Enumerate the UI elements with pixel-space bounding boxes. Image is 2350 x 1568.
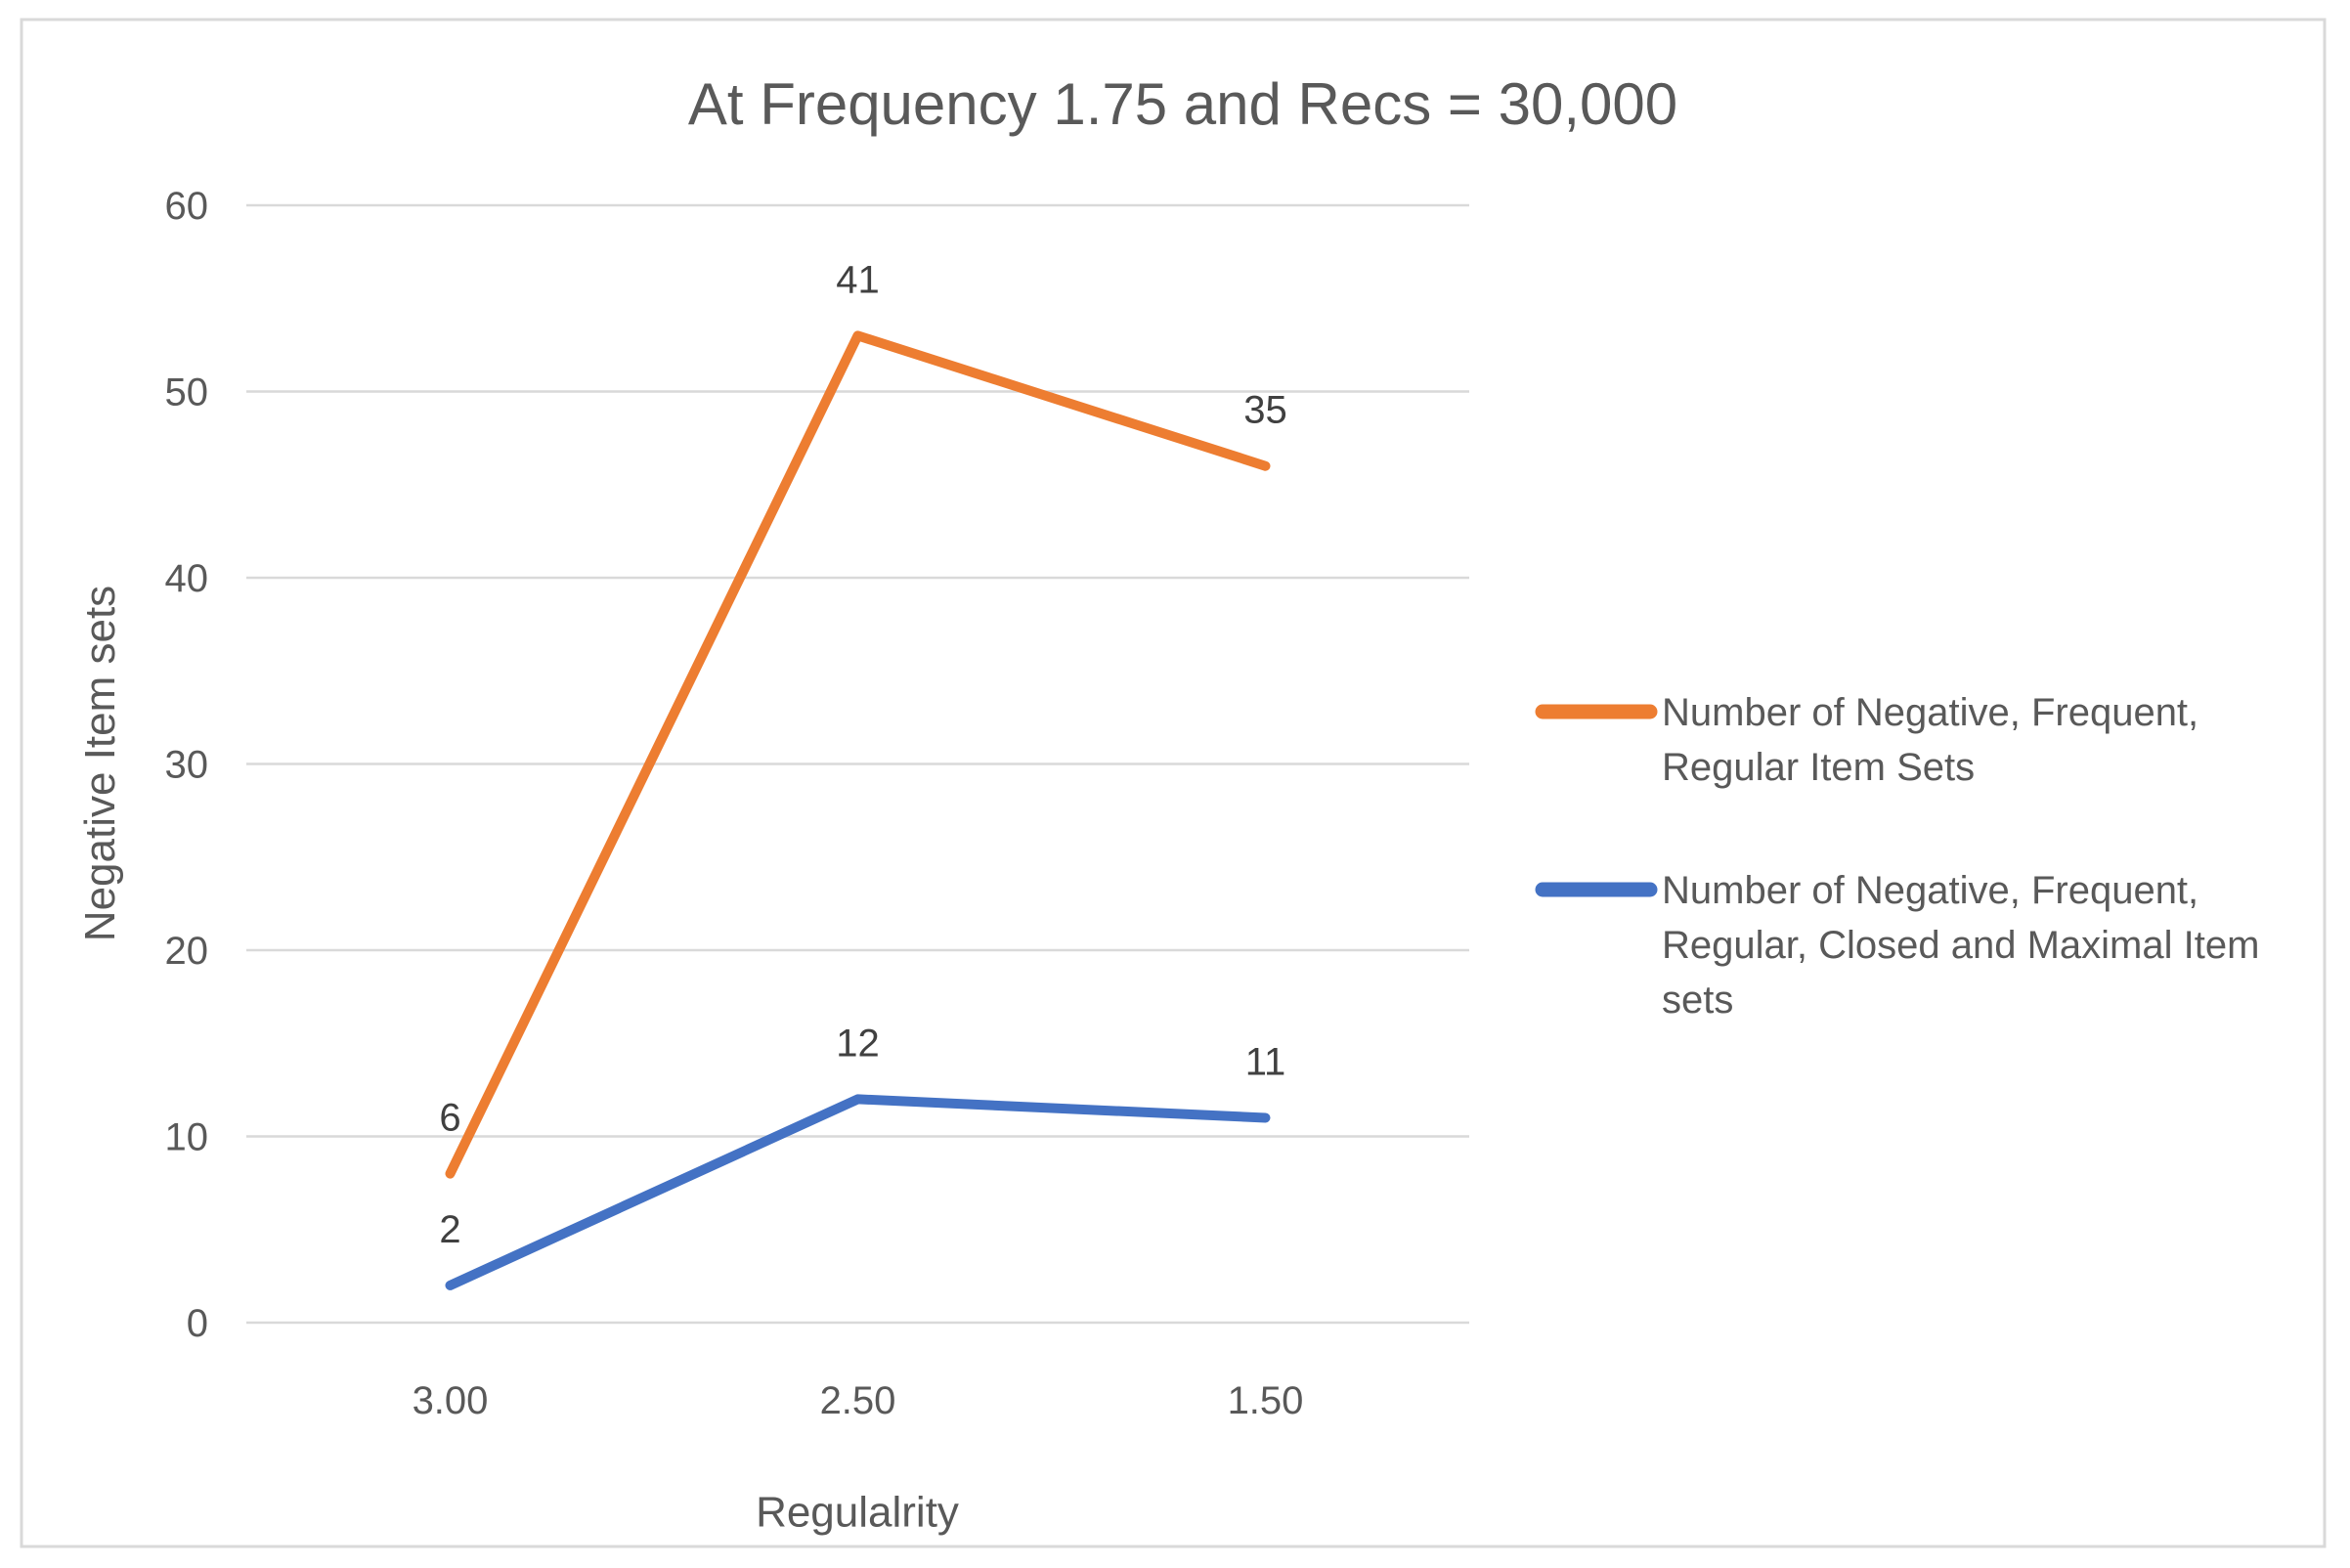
x-axis-title: Regulalrity <box>756 1488 959 1536</box>
legend-label-line: Regular Item Sets <box>1662 746 1975 789</box>
x-tick-label: 3.00 <box>413 1379 489 1422</box>
y-tick-label: 30 <box>165 744 209 787</box>
data-label: 11 <box>1245 1040 1286 1083</box>
legend-label-line: sets <box>1662 979 1733 1022</box>
data-label: 41 <box>836 258 880 301</box>
y-tick-label: 10 <box>165 1116 209 1159</box>
legend: Number of Negative, Frequent, Regular Ite… <box>1535 691 2259 1022</box>
legend-label-line: Number of Negative, Frequent, <box>1662 869 2198 912</box>
legend-label-line: Regular, Closed and Maximal Item <box>1662 924 2259 967</box>
y-tick-label: 0 <box>187 1302 208 1345</box>
x-axis-tick-labels: 3.00 2.50 1.50 <box>413 1379 1304 1422</box>
y-tick-label: 40 <box>165 557 209 600</box>
series-line <box>445 1094 1271 1290</box>
series-lines-group <box>445 330 1271 1290</box>
gridlines-group <box>246 203 1469 1325</box>
series-line <box>445 330 1271 1179</box>
x-tick-label: 2.50 <box>820 1379 896 1422</box>
y-tick-label: 20 <box>165 930 209 973</box>
data-label: 12 <box>836 1022 880 1065</box>
y-axis-title: Negative Item sets <box>76 586 124 941</box>
chart-frame <box>20 18 2327 1548</box>
y-axis-tick-labels: 0 10 20 30 40 50 60 <box>165 185 209 1345</box>
data-label: 2 <box>439 1208 460 1251</box>
data-label: 6 <box>439 1097 460 1140</box>
x-tick-label: 1.50 <box>1228 1379 1304 1422</box>
y-tick-label: 60 <box>165 185 209 228</box>
y-tick-label: 50 <box>165 371 209 414</box>
legend-label-line: Number of Negative, Frequent, <box>1662 691 2198 734</box>
chart-title: At Frequency 1.75 and Recs = 30,000 <box>688 71 1677 137</box>
data-labels-group: 6 41 35 2 12 11 <box>439 258 1286 1251</box>
data-label: 35 <box>1243 389 1287 432</box>
